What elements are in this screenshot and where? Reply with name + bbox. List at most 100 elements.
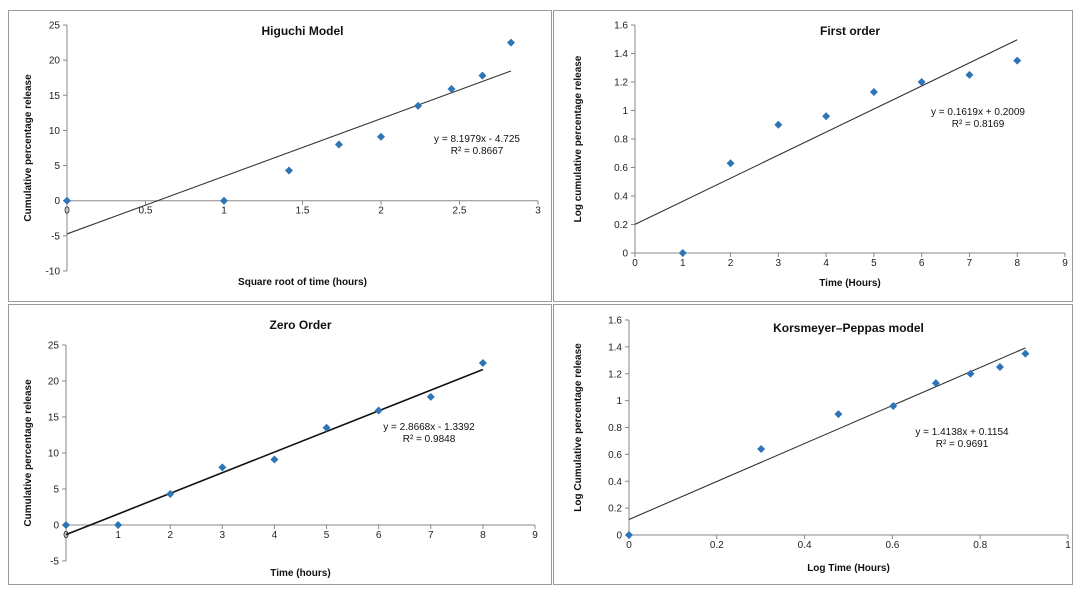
y-tick-label: 0: [622, 249, 628, 260]
y-axis-label: Log Cumulative percentage release: [573, 343, 584, 512]
y-tick-label: 20: [48, 377, 60, 388]
x-tick-label: 3: [535, 206, 541, 217]
y-tick-label: 0: [616, 531, 622, 542]
zero-order-panel: Zero Order -5 0 5 10 15 20 25 0 1 2 3 4 5 6 7 8 9 Time (ho…: [8, 304, 552, 585]
y-tick-label: 20: [49, 56, 61, 67]
y-tick-label: 1.2: [614, 78, 628, 89]
higuchi-chart: Higuchi Model -10 -5 0 5 10 15 20 25 0 0.5 1 1.5 2 2.5…: [23, 21, 541, 289]
y-tick-label: 0.4: [608, 477, 622, 488]
zero-order-chart: Zero Order -5 0 5 10 15 20 25 0 1 2 3 4 5 6 7 8 9 Time (ho…: [23, 318, 538, 579]
y-tick-label: 25: [48, 341, 60, 352]
y-tick-label: 25: [49, 21, 61, 32]
data-point: [834, 410, 843, 419]
x-axis-label: Square root of time (hours): [238, 277, 367, 288]
y-tick-label: 0: [54, 196, 60, 207]
r-squared-label: R² = 0.9848: [403, 434, 456, 445]
y-tick-label: 0: [53, 521, 59, 532]
x-axis-label: Time (Hours): [819, 278, 881, 289]
y-tick-label: 0.2: [614, 220, 628, 231]
data-point: [822, 112, 831, 121]
x-tick-label: 0.8: [973, 540, 987, 551]
y-tick-label: 0.8: [608, 423, 622, 434]
x-tick-label: 6: [919, 258, 925, 269]
x-tick-label: 2.5: [453, 206, 467, 217]
x-tick-label: 0: [64, 206, 70, 217]
first-order-chart: First order 0 0.2 0.4 0.6 0.8 1 1.2 1.4 1.6 0 1 2 3 4 5…: [573, 21, 1068, 290]
data-point: [726, 159, 735, 168]
data-point: [625, 531, 633, 539]
y-tick-label: -5: [50, 557, 59, 568]
data-point: [377, 132, 385, 141]
data-point: [478, 359, 487, 367]
data-point: [414, 101, 423, 110]
korsmeyer-peppas-panel: Korsmeyer–Peppas model 0 0.2 0.4 0.6 0.8 1 1.2 1…: [553, 304, 1073, 585]
trendline-equation: y = 8.1979x - 4.725: [434, 134, 520, 145]
y-tick-label: 15: [49, 91, 61, 102]
data-point: [1013, 56, 1022, 65]
data-point: [166, 490, 175, 499]
chart-title: Korsmeyer–Peppas model: [773, 321, 924, 335]
chart-title: Higuchi Model: [262, 24, 344, 38]
y-tick-label: 10: [48, 449, 60, 460]
y-tick-label: 1: [616, 396, 622, 407]
data-point: [965, 70, 974, 79]
x-axis-label: Log Time (Hours): [807, 563, 890, 574]
y-tick-label: -5: [51, 231, 60, 242]
y-tick-label: 0.4: [614, 192, 628, 203]
data-point: [374, 406, 383, 415]
korsmeyer-peppas-chart: Korsmeyer–Peppas model 0 0.2 0.4 0.6 0.8 1 1.2 1…: [573, 316, 1071, 575]
r-squared-label: R² = 0.9691: [936, 439, 989, 450]
x-tick-label: 9: [1062, 258, 1068, 269]
x-tick-label: 9: [532, 530, 538, 541]
x-tick-label: 3: [220, 530, 226, 541]
data-point: [966, 369, 975, 378]
x-tick-label: 3: [776, 258, 782, 269]
x-tick-label: 5: [871, 258, 877, 269]
data-point: [931, 379, 940, 388]
trendline-equation: y = 1.4138x + 0.1154: [915, 427, 1009, 438]
x-tick-label: 0.4: [798, 540, 812, 551]
data-point: [889, 402, 898, 410]
y-tick-label: 0.2: [608, 504, 622, 515]
trendline-equation: y = 2.8668x - 1.3392: [383, 422, 475, 433]
trendline: [65, 368, 484, 536]
x-tick-label: 5: [324, 530, 330, 541]
r-squared-label: R² = 0.8169: [952, 119, 1005, 130]
data-point: [220, 196, 228, 205]
y-tick-label: 1.4: [608, 342, 622, 353]
y-axis-label: Log cumulative percentage release: [573, 55, 584, 222]
y-axis-label: Cumulative percentage release: [23, 379, 34, 527]
trendline: [66, 70, 512, 235]
data-point: [270, 455, 279, 464]
y-tick-label: 1.6: [608, 316, 622, 327]
data-point: [334, 140, 343, 149]
chart-title: Zero Order: [269, 318, 331, 332]
data-point: [63, 196, 71, 205]
y-tick-label: 1: [622, 106, 628, 117]
x-tick-label: 4: [272, 530, 278, 541]
x-tick-label: 2: [378, 206, 384, 217]
data-point: [218, 463, 227, 472]
y-tick-label: 1.2: [608, 369, 622, 380]
x-tick-label: 2: [167, 530, 173, 541]
x-tick-label: 8: [1014, 258, 1020, 269]
y-tick-label: 10: [49, 126, 61, 137]
x-tick-label: 0.6: [885, 540, 899, 551]
x-tick-label: 0.2: [710, 540, 724, 551]
trendline-equation: y = 0.1619x + 0.2009: [931, 107, 1025, 118]
y-tick-label: 1.6: [614, 21, 628, 32]
chart-title: First order: [820, 24, 880, 38]
x-tick-label: 0: [63, 530, 69, 541]
x-tick-label: 1: [221, 206, 227, 217]
x-tick-label: 2: [728, 258, 734, 269]
data-point: [478, 71, 487, 80]
data-point: [114, 521, 123, 529]
r-squared-label: R² = 0.8667: [451, 146, 504, 157]
higuchi-panel: Higuchi Model -10 -5 0 5 10 15 20 25 0 0.5 1 1.5 2 2.5…: [8, 10, 552, 302]
y-tick-label: 15: [48, 413, 60, 424]
data-point: [1021, 349, 1030, 358]
data-point: [506, 38, 515, 47]
data-point: [426, 392, 435, 401]
data-point: [62, 521, 70, 529]
y-tick-label: 1.4: [614, 49, 628, 60]
